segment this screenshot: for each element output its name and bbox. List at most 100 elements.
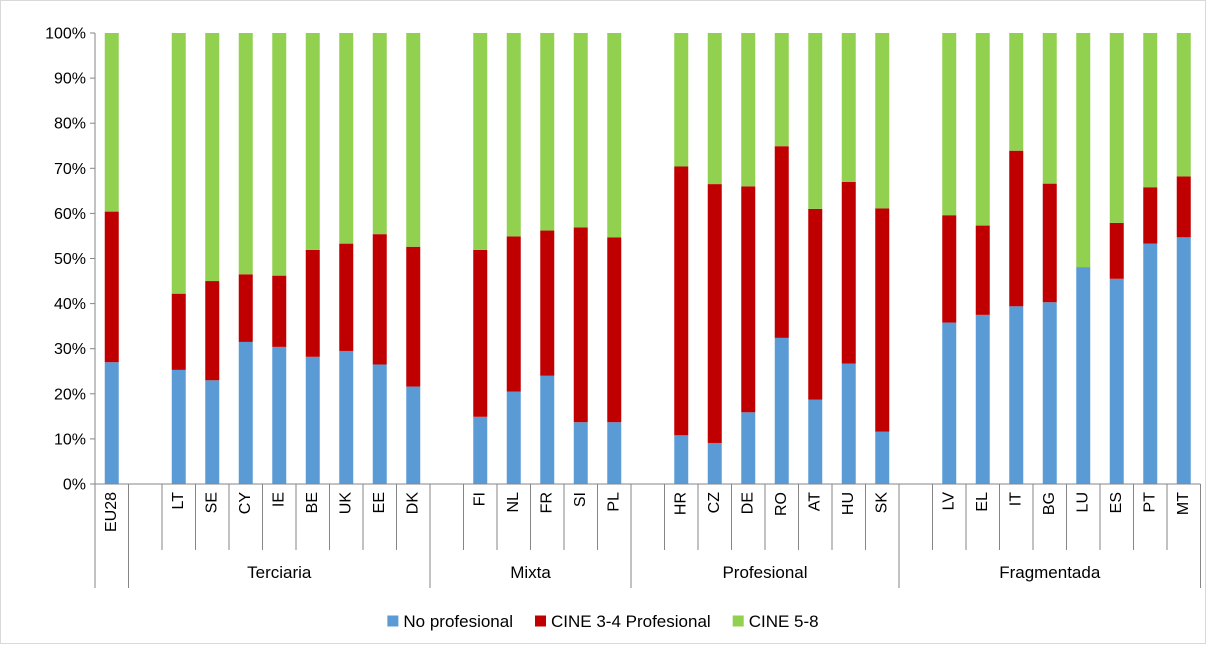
bar-segment-cine-5-8 [406,33,421,247]
bar-segment-cine-5-8 [1042,33,1057,184]
bar-segment-no-profesional [205,380,220,484]
bar-segment-cine-3-4-profesional [272,275,287,347]
bar-segment-no-profesional [808,399,823,484]
y-tick-label: 80% [54,116,86,133]
bar-segment-no-profesional [1076,267,1091,484]
x-group-label: Terciaria [247,563,312,582]
x-group-label: Mixta [510,563,551,582]
bar-segment-no-profesional [1143,243,1158,484]
bar-segment-cine-3-4-profesional [707,184,722,443]
bar-segment-cine-3-4-profesional [171,293,186,370]
x-category-label: AT [806,492,823,511]
bar-segment-cine-3-4-profesional [841,181,856,364]
x-category-label: EE [371,492,388,513]
bar-segment-cine-5-8 [540,33,555,231]
y-axis: 0% 10% 20% 30% 40% 50% 60% 70% 80% 90% 100% [45,26,95,494]
x-category-label: SE [203,492,220,513]
bar-segment-no-profesional [104,362,119,484]
bar-segment-no-profesional [975,314,990,484]
x-axis: EU28 LT SE CY IE BE UK EE DK FI NL FR SI PL HR CZ DE RO AT… [94,484,1201,588]
bar-segment-cine-5-8 [707,33,722,185]
x-category-label: LT [170,492,187,510]
bar-segment-cine-5-8 [372,33,387,235]
x-category-label: FI [471,492,488,506]
y-tick-label: 100% [45,26,86,43]
bar-segment-cine-5-8 [205,33,220,282]
x-category-label: SK [873,492,890,514]
legend-item: No profesional [387,612,513,631]
bar-segment-no-profesional [372,364,387,484]
bar-segment-no-profesional [1042,302,1057,484]
x-category-label: BE [304,492,321,513]
bar-segment-cine-3-4-profesional [205,281,220,381]
bars-layer [104,33,1191,484]
bar-segment-no-profesional [707,442,722,484]
legend-label: CINE 5-8 [749,612,819,631]
bar-segment-no-profesional [573,422,588,484]
bar-segment-no-profesional [473,416,488,484]
bar-segment-no-profesional [607,422,622,484]
legend-swatch [732,615,744,627]
x-category-label: NL [505,492,522,513]
bar-segment-no-profesional [1176,237,1191,484]
bar-segment-cine-3-4-profesional [607,237,622,423]
bar-segment-cine-5-8 [741,33,756,187]
y-tick-label: 0% [63,477,86,494]
bar-segment-cine-5-8 [104,33,119,212]
bar-segment-cine-5-8 [272,33,287,276]
x-category-label: SI [572,492,589,507]
bar-segment-no-profesional [406,386,421,484]
x-category-label: EL [974,492,991,512]
bar-segment-cine-3-4-profesional [573,227,588,423]
bar-segment-cine-5-8 [1009,33,1024,151]
bar-segment-cine-5-8 [1143,33,1158,188]
bar-segment-cine-5-8 [607,33,622,238]
y-tick-label: 90% [54,71,86,88]
bar-segment-cine-3-4-profesional [808,208,823,400]
bar-segment-cine-3-4-profesional [942,215,957,323]
y-tick-label: 40% [54,296,86,313]
legend-item: CINE 5-8 [732,612,819,631]
bar-segment-cine-3-4-profesional [1143,187,1158,244]
bar-segment-no-profesional [506,391,521,484]
bar-segment-no-profesional [238,341,253,484]
bar-segment-no-profesional [171,369,186,484]
bar-segment-no-profesional [942,322,957,484]
x-category-label: HR [672,492,689,515]
x-category-label: EU28 [103,492,120,532]
bar-segment-cine-5-8 [171,33,186,294]
bar-segment-no-profesional [841,363,856,484]
x-category-label: CY [237,492,254,515]
y-tick-label: 30% [54,341,86,358]
bar-segment-cine-3-4-profesional [674,166,689,436]
bar-segment-cine-5-8 [238,33,253,275]
legend: No profesional CINE 3-4 Profesional CINE 5… [387,612,819,631]
x-group-label: Profesional [722,563,807,582]
bar-segment-no-profesional [272,346,287,484]
bar-segment-cine-3-4-profesional [741,186,756,413]
bar-segment-cine-5-8 [942,33,957,216]
x-category-label: BG [1041,492,1058,515]
bar-segment-cine-3-4-profesional [774,146,789,338]
legend-item: CINE 3-4 Profesional [535,612,711,631]
bar-segment-cine-5-8 [808,33,823,209]
x-category-label: IT [1007,492,1024,506]
bar-segment-no-profesional [875,431,890,484]
bar-segment-cine-3-4-profesional [1009,150,1024,307]
bar-segment-cine-5-8 [1109,33,1124,223]
bar-segment-cine-3-4-profesional [473,249,488,417]
x-category-label: PL [605,492,622,512]
legend-label: CINE 3-4 Profesional [551,612,711,631]
x-category-label: MT [1175,492,1192,515]
bar-segment-cine-5-8 [774,33,789,147]
bar-segment-cine-5-8 [674,33,689,167]
bar-segment-no-profesional [1109,278,1124,484]
y-tick-label: 10% [54,431,86,448]
bar-segment-cine-5-8 [1176,33,1191,177]
bar-segment-cine-5-8 [305,33,320,250]
bar-segment-cine-5-8 [506,33,521,237]
x-category-label: PT [1141,492,1158,513]
x-category-label: HU [840,492,857,515]
